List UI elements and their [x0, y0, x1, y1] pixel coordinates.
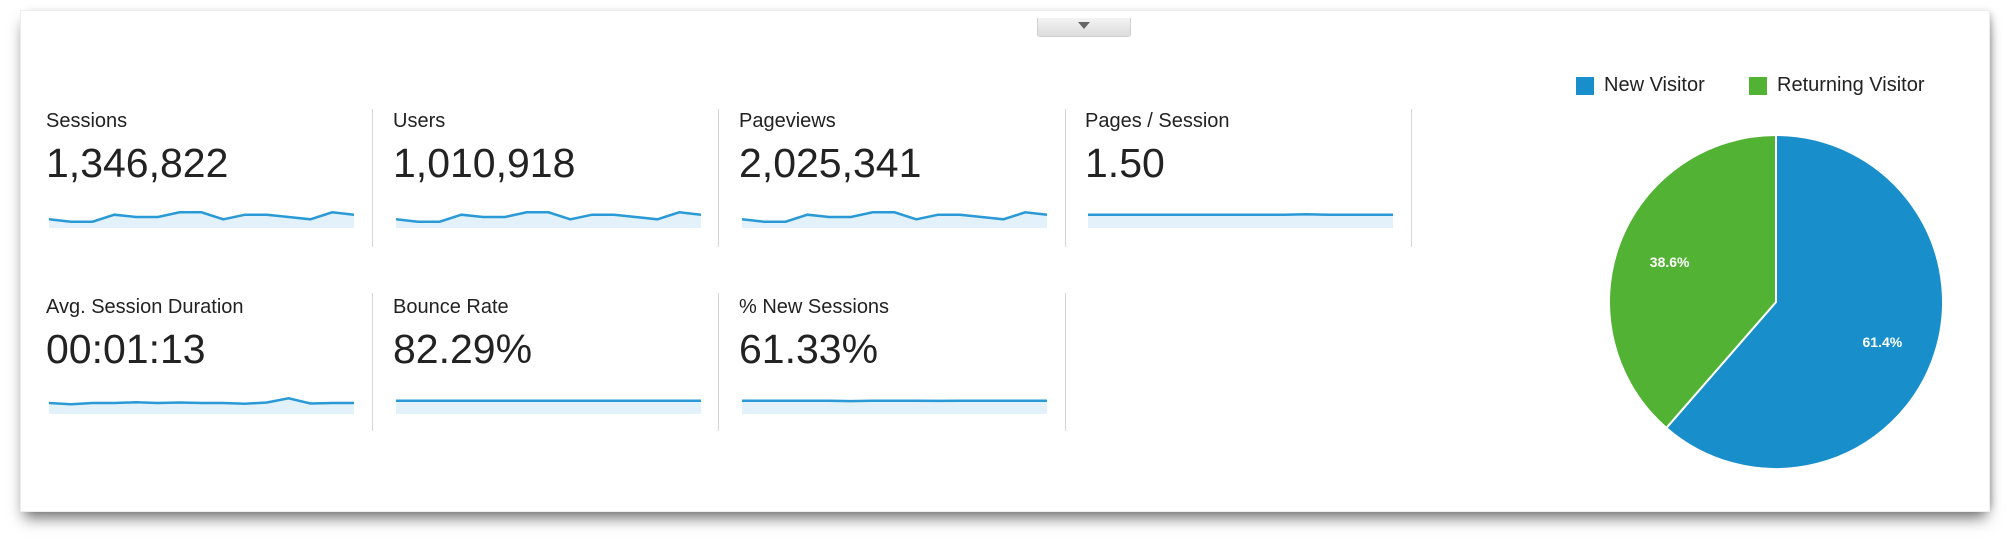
legend-label: Returning Visitor [1777, 74, 1925, 96]
metric-value: 1.50 [1085, 140, 1165, 186]
sparkline-line [1088, 212, 1393, 216]
metric-label: Users [393, 110, 446, 132]
legend-swatch [1749, 76, 1767, 95]
metric-value: 00:01:13 [46, 326, 206, 372]
metric-label: Avg. Session Duration [46, 296, 244, 318]
metric-value: 2,025,341 [739, 140, 922, 186]
metric-label: Bounce Rate [393, 296, 509, 318]
metric-label: Pageviews [739, 110, 836, 132]
divider [372, 293, 373, 431]
legend-swatch [1576, 76, 1594, 95]
sparkline-line [49, 397, 354, 406]
sparkline [396, 211, 701, 228]
metric-value: 82.29% [393, 326, 533, 372]
legend-new-visitor[interactable]: New Visitor [1576, 74, 1705, 97]
legend-returning-visitor[interactable]: Returning Visitor [1749, 74, 1924, 97]
visitor-pie-chart: 61.4% 38.6% [1608, 133, 1944, 470]
sparkline [396, 399, 701, 414]
sparkline-line [396, 211, 701, 223]
sparkline [742, 399, 1047, 414]
pie-slice-label: 38.6% [1650, 254, 1690, 270]
sparkline-line [49, 211, 354, 223]
sparkline-area [396, 400, 701, 414]
metric-label: Pages / Session [1085, 110, 1230, 132]
metric-value: 1,346,822 [46, 140, 229, 186]
divider [1065, 293, 1066, 431]
pie-slice[interactable] [1608, 133, 1777, 430]
divider [1411, 109, 1412, 247]
sparkline-area [49, 398, 354, 414]
metric-label: % New Sessions [739, 296, 890, 318]
metric-label: Sessions [46, 110, 128, 132]
sparkline [1088, 212, 1393, 228]
metric-value: 1,010,918 [393, 140, 576, 186]
sparkline-line [742, 211, 1047, 223]
divider [718, 109, 719, 247]
divider [718, 293, 719, 431]
sparkline [49, 397, 354, 414]
collapse-toggle-button[interactable] [1037, 18, 1131, 37]
divider [372, 109, 373, 247]
sparkline-area [742, 400, 1047, 414]
sparkline [49, 211, 354, 228]
pie-slice-label: 61.4% [1863, 334, 1903, 350]
metric-value: 61.33% [739, 326, 879, 372]
sparkline [742, 211, 1047, 228]
legend-label: New Visitor [1604, 74, 1705, 96]
pie-slice[interactable] [1664, 133, 1944, 470]
sparkline-area [1088, 214, 1393, 228]
caret-down-icon [1078, 22, 1090, 29]
divider [1065, 109, 1066, 247]
